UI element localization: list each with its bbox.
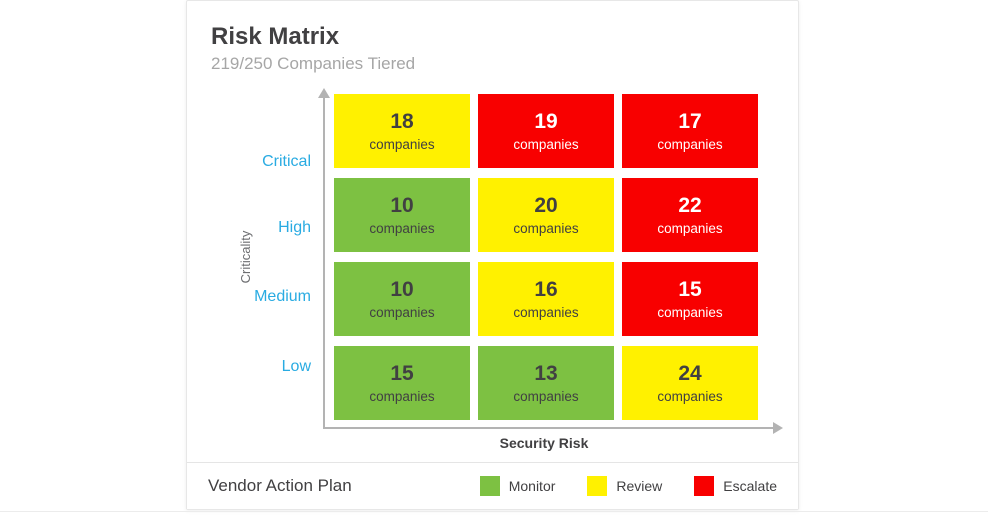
cell-unit: companies: [513, 136, 579, 152]
matrix-cell-low-2: 13 companies: [478, 346, 614, 420]
matrix-cell-critical-2: 19 companies: [478, 94, 614, 168]
card-header: Risk Matrix 219/250 Companies Tiered: [211, 23, 415, 74]
cell-unit: companies: [657, 388, 723, 404]
cell-count: 10: [390, 194, 414, 218]
matrix-cell-medium-2: 16 companies: [478, 262, 614, 336]
footer-title: Vendor Action Plan: [208, 476, 352, 495]
cell-unit: companies: [657, 220, 723, 236]
legend-item-monitor: Monitor: [479, 476, 556, 496]
matrix-grid: 18 companies 19 companies 17 companies 1…: [334, 94, 758, 420]
matrix-cell-medium-1: 10 companies: [334, 262, 470, 336]
y-axis-line: [323, 98, 325, 429]
row-label-critical: Critical: [262, 153, 311, 170]
matrix-cell-high-1: 10 companies: [334, 178, 470, 252]
cell-count: 16: [534, 278, 558, 302]
page-title: Risk Matrix: [211, 23, 340, 50]
cell-count: 18: [390, 110, 414, 134]
page-divider: [0, 511, 988, 512]
row-label-low: Low: [281, 358, 311, 375]
cell-count: 22: [678, 194, 702, 218]
legend-label: Review: [616, 478, 663, 494]
cell-count: 19: [534, 110, 558, 134]
cell-unit: companies: [369, 136, 435, 152]
footer: Vendor Action Plan Monitor Review Escala…: [187, 462, 798, 509]
review-swatch-icon: [587, 476, 608, 496]
cell-count: 10: [390, 278, 414, 302]
cell-unit: companies: [513, 388, 579, 404]
cell-unit: companies: [513, 304, 579, 320]
row-label-medium: Medium: [254, 288, 311, 305]
page-subtitle: 219/250 Companies Tiered: [211, 54, 416, 73]
cell-count: 15: [390, 362, 414, 386]
matrix-cell-high-3: 22 companies: [622, 178, 758, 252]
legend-item-review: Review: [587, 476, 662, 496]
matrix-cell-critical-1: 18 companies: [334, 94, 470, 168]
cell-unit: companies: [657, 304, 723, 320]
cell-unit: companies: [657, 136, 723, 152]
cell-count: 24: [678, 362, 702, 386]
legend-label: Escalate: [723, 478, 777, 494]
matrix-cell-low-3: 24 companies: [622, 346, 758, 420]
legend: Monitor Review Escalate: [479, 476, 777, 496]
matrix-cell-medium-3: 15 companies: [622, 262, 758, 336]
matrix-cell-low-1: 15 companies: [334, 346, 470, 420]
cell-unit: companies: [513, 220, 579, 236]
cell-unit: companies: [369, 388, 435, 404]
cell-count: 20: [534, 194, 558, 218]
cell-count: 17: [678, 110, 702, 134]
monitor-swatch-icon: [479, 476, 500, 496]
escalate-swatch-icon: [694, 476, 715, 496]
risk-matrix-card: Risk Matrix 219/250 Companies Tiered Cri…: [186, 0, 799, 510]
x-axis-label: Security Risk: [499, 435, 589, 451]
matrix-cell-critical-3: 17 companies: [622, 94, 758, 168]
cell-unit: companies: [369, 220, 435, 236]
legend-label: Monitor: [508, 478, 556, 494]
row-label-high: High: [278, 219, 311, 236]
matrix-cell-high-2: 20 companies: [478, 178, 614, 252]
cell-count: 15: [678, 278, 702, 302]
y-axis-arrow-icon: [318, 88, 330, 98]
cell-unit: companies: [369, 304, 435, 320]
x-axis-line: [323, 427, 775, 429]
cell-count: 13: [534, 362, 558, 386]
legend-item-escalate: Escalate: [694, 476, 777, 496]
x-axis-arrow-icon: [773, 422, 783, 434]
